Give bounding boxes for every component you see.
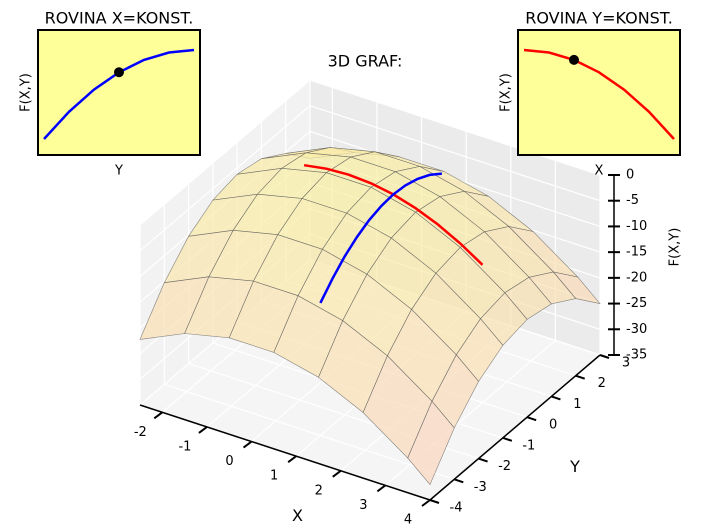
grid-line <box>139 79 601 226</box>
y-axis <box>429 354 601 501</box>
y-tick <box>599 354 610 359</box>
inset-title: ROVINA Y=KONST. <box>525 9 673 28</box>
x-tick <box>153 411 163 420</box>
y-tick-label: -2 <box>498 459 511 474</box>
z-tick-label: -25 <box>626 296 647 311</box>
inset-frame <box>517 29 681 156</box>
inset-frame <box>37 29 201 156</box>
z-tick-label: 0 <box>626 168 634 183</box>
x-axis-label: X <box>595 164 604 179</box>
y-tick-label: -1 <box>522 438 535 453</box>
grid-line <box>139 105 601 252</box>
y-tick <box>526 416 537 422</box>
marker <box>569 54 579 65</box>
y-tick-label: -4 <box>450 501 463 516</box>
x-axis-label: Y <box>114 164 123 179</box>
x-tick <box>198 426 208 434</box>
y-tick-label: 0 <box>549 418 557 433</box>
surface-curve <box>319 172 443 304</box>
line <box>523 48 675 140</box>
y-tick-label: 2 <box>598 376 606 391</box>
y-tick <box>502 436 513 442</box>
z-tick-label: -20 <box>626 270 647 285</box>
y-tick <box>429 499 440 504</box>
x-tick <box>332 469 342 478</box>
x-tick <box>287 455 297 463</box>
x-tick-label: 2 <box>315 483 323 498</box>
y-axis-label: F(X,Y) <box>19 73 34 112</box>
y-tick-label: 1 <box>573 397 581 412</box>
y-axis-label: F(X,Y) <box>499 73 514 112</box>
x-axis-label: X <box>292 506 303 525</box>
y-tick-label: -3 <box>474 480 487 495</box>
y-tick <box>453 478 464 484</box>
marker <box>114 67 124 78</box>
x-tick <box>242 440 253 449</box>
x-axis <box>139 404 431 501</box>
z-tick-label: -35 <box>626 348 647 363</box>
y-tick <box>551 395 561 401</box>
x-tick-label: 1 <box>270 469 278 484</box>
x-tick-label: 4 <box>404 513 412 528</box>
surface-patch <box>407 400 455 486</box>
x-tick-label: 0 <box>225 454 233 469</box>
x-tick-label: -2 <box>134 425 147 440</box>
z-tick-label: -5 <box>626 193 639 208</box>
y-axis-label: Y <box>569 457 580 476</box>
z-tick-label: -15 <box>626 245 647 260</box>
y-tick <box>575 374 586 380</box>
x-tick-label: -1 <box>178 439 191 454</box>
y-tick-label: 3 <box>622 356 630 371</box>
chart-title: 3D GRAF: <box>328 52 403 71</box>
x-tick-label: 3 <box>359 498 367 513</box>
z-tick-label: -10 <box>626 219 647 234</box>
inset-title: ROVINA X=KONST. <box>45 9 194 28</box>
y-tick <box>478 457 488 463</box>
x-tick <box>421 499 431 507</box>
z-tick-label: -30 <box>626 322 647 337</box>
x-tick <box>376 484 386 493</box>
z-axis-label: F(X,Y) <box>668 228 683 267</box>
